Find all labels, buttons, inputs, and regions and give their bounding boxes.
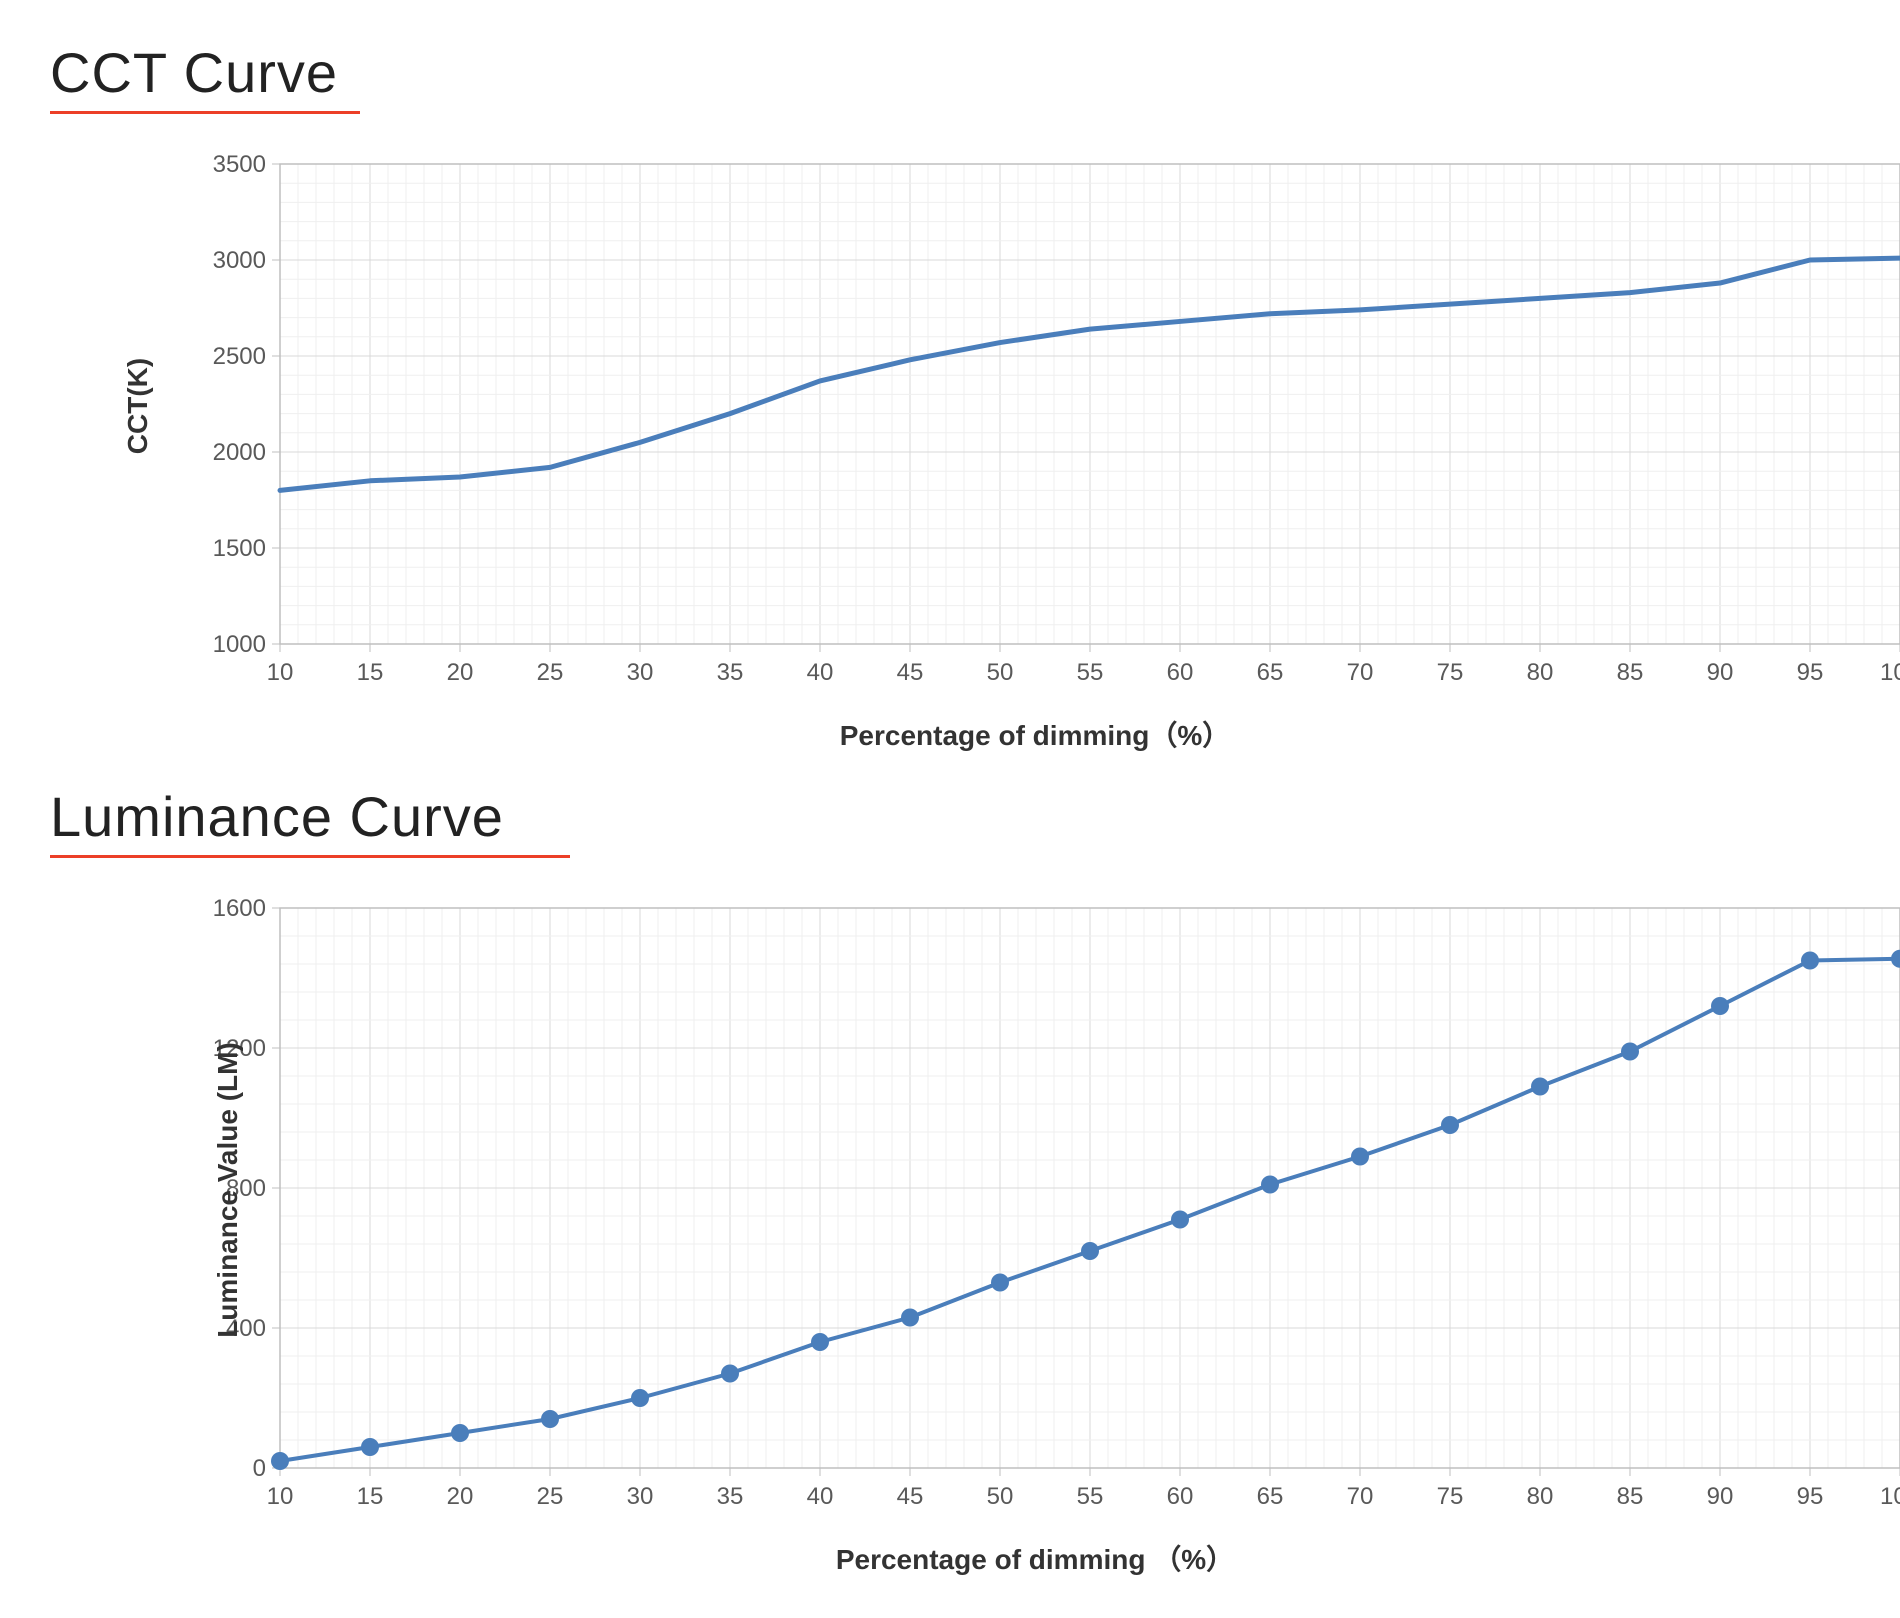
svg-text:85: 85 <box>1617 659 1644 686</box>
lum-title-underline <box>50 855 570 858</box>
svg-text:80: 80 <box>1527 659 1554 686</box>
svg-text:50: 50 <box>987 659 1014 686</box>
svg-text:45: 45 <box>897 1483 924 1510</box>
svg-text:65: 65 <box>1257 1483 1284 1510</box>
svg-text:90: 90 <box>1707 1483 1734 1510</box>
cct-section: CCT Curve CCT(K) 1000 1500 2000 2500 3000 350… <box>50 40 1850 754</box>
svg-text:2000: 2000 <box>213 439 266 466</box>
svg-text:75: 75 <box>1437 1483 1464 1510</box>
lum-title: Luminance Curve <box>50 784 504 849</box>
cct-title-underline <box>50 111 360 114</box>
lum-chart: 0400800120016001015202530354045505560657… <box>170 888 1900 1528</box>
svg-text:1000: 1000 <box>213 631 266 658</box>
svg-text:40: 40 <box>807 1483 834 1510</box>
svg-text:15: 15 <box>357 1483 384 1510</box>
svg-text:3500: 3500 <box>213 151 266 178</box>
svg-text:25: 25 <box>537 1483 564 1510</box>
svg-text:95: 95 <box>1797 659 1824 686</box>
svg-text:80: 80 <box>1527 1483 1554 1510</box>
svg-text:65: 65 <box>1257 659 1284 686</box>
svg-text:3000: 3000 <box>213 247 266 274</box>
svg-text:20: 20 <box>447 1483 474 1510</box>
svg-text:2500: 2500 <box>213 343 266 370</box>
svg-text:70: 70 <box>1347 659 1374 686</box>
svg-text:100: 100 <box>1880 659 1900 686</box>
svg-text:30: 30 <box>627 1483 654 1510</box>
svg-text:70: 70 <box>1347 1483 1374 1510</box>
svg-text:40: 40 <box>807 659 834 686</box>
svg-text:25: 25 <box>537 659 564 686</box>
lum-y-axis-label: Luminance Value (LM) <box>212 1042 244 1338</box>
cct-title: CCT Curve <box>50 40 338 105</box>
cct-x-axis-label: Percentage of dimming（%） <box>170 714 1900 754</box>
svg-text:35: 35 <box>717 659 744 686</box>
svg-text:15: 15 <box>357 659 384 686</box>
svg-text:10: 10 <box>267 659 294 686</box>
svg-text:1600: 1600 <box>213 895 266 922</box>
svg-text:55: 55 <box>1077 659 1104 686</box>
svg-text:35: 35 <box>717 1483 744 1510</box>
svg-text:95: 95 <box>1797 1483 1824 1510</box>
svg-text:0: 0 <box>253 1455 266 1482</box>
lum-x-axis-label: Percentage of dimming （%） <box>170 1538 1900 1578</box>
svg-text:75: 75 <box>1437 659 1464 686</box>
svg-text:55: 55 <box>1077 1483 1104 1510</box>
svg-text:50: 50 <box>987 1483 1014 1510</box>
svg-text:45: 45 <box>897 659 924 686</box>
cct-chart-wrap: CCT(K) 100015002000250030003500101520253… <box>170 144 1850 754</box>
svg-text:30: 30 <box>627 659 654 686</box>
svg-text:85: 85 <box>1617 1483 1644 1510</box>
svg-text:60: 60 <box>1167 1483 1194 1510</box>
cct-chart: 1000 1500 2000 2500 3000 3500 10 15 20 25 30 35 40 45… <box>170 144 1900 704</box>
svg-text:20: 20 <box>447 659 474 686</box>
lum-section: Luminance Curve Luminance Value (LM) 0 40… <box>50 784 1850 1578</box>
svg-text:90: 90 <box>1707 659 1734 686</box>
svg-text:1500: 1500 <box>213 535 266 562</box>
svg-text:60: 60 <box>1167 659 1194 686</box>
lum-chart-wrap: Luminance Value (LM) 0400800120016001015… <box>170 888 1850 1578</box>
svg-text:10: 10 <box>267 1483 294 1510</box>
cct-y-axis-label: CCT(K) <box>122 358 154 454</box>
svg-text:100: 100 <box>1880 1483 1900 1510</box>
